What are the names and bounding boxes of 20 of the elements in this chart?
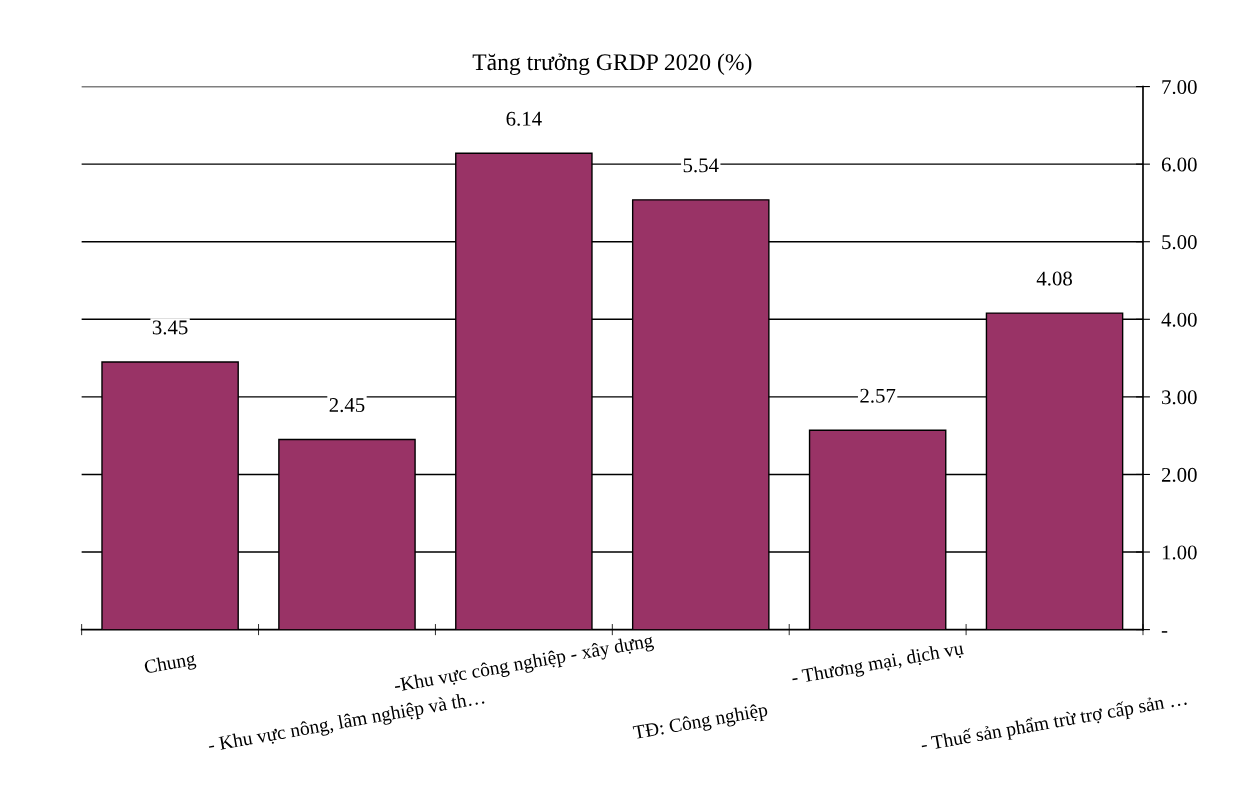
y-tick-label: - xyxy=(1161,631,1168,633)
data-label: 6.14 xyxy=(506,111,542,126)
x-tick-label: - Thương mại, dịch vụ xyxy=(790,640,965,689)
x-tick-label: TĐ: Công nghiệp xyxy=(632,702,769,744)
x-tick-label: - Thuế sản phẩm trừ trợ cấp sản … xyxy=(920,690,1188,756)
x-tick-label: Chung xyxy=(143,651,197,678)
data-label: 2.57 xyxy=(860,388,896,403)
x-tick-label: -Khu vực công nghiệp - xây dựng xyxy=(394,636,655,691)
chart-title: Tăng trưởng GRDP 2020 (%) xyxy=(472,53,752,75)
data-label: 5.54 xyxy=(683,158,719,173)
y-tick-label: 1.00 xyxy=(1162,545,1197,560)
y-tick-label: 7.00 xyxy=(1162,79,1197,95)
y-tick-label: 3.00 xyxy=(1162,390,1197,405)
y-tick-label: 6.00 xyxy=(1161,157,1197,172)
data-label: 3.45 xyxy=(152,320,188,335)
y-tick-label: 4.00 xyxy=(1161,312,1197,327)
y-tick-label: 2.00 xyxy=(1161,467,1197,482)
data-label: 4.08 xyxy=(1036,271,1072,286)
data-label: 2.45 xyxy=(329,398,365,413)
y-tick-label: 5.00 xyxy=(1162,235,1197,250)
